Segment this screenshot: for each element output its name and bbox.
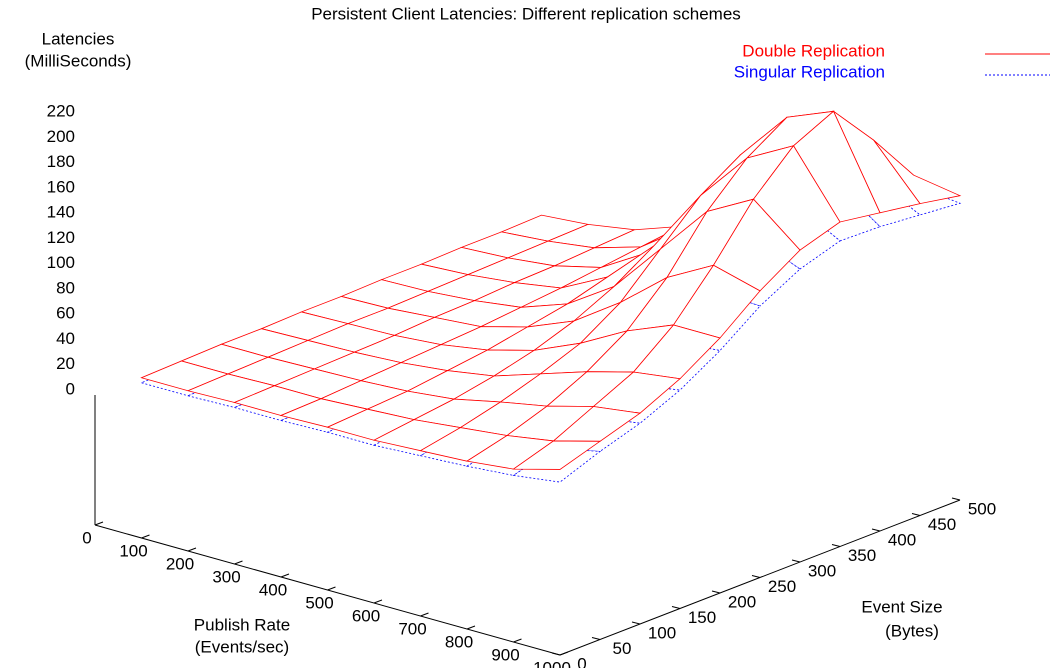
- x-tick-label: 400: [259, 580, 287, 599]
- y-tick-label: 0: [577, 654, 586, 668]
- y-tick: [951, 497, 961, 501]
- x-tick: [373, 599, 383, 604]
- z-tick-label: 220: [47, 101, 75, 120]
- z-axis-label: Latencies: [42, 29, 115, 48]
- z-tick-label: 180: [47, 152, 75, 171]
- z-tick-label: 60: [56, 304, 75, 323]
- surface-cell: [512, 440, 602, 470]
- x-tick: [234, 560, 243, 565]
- y-tick: [711, 590, 721, 594]
- y-tick: [591, 637, 601, 640]
- x-tick-label: 500: [305, 593, 333, 612]
- x-tick-label: 1000: [533, 658, 571, 668]
- y-tick-label: 450: [928, 515, 956, 534]
- y-tick-label: 500: [968, 499, 996, 518]
- y-tick: [911, 513, 921, 516]
- chart-title: Persistent Client Latencies: Different r…: [311, 4, 741, 23]
- z-tick-label: 140: [47, 203, 75, 222]
- x-tick-label: 200: [166, 554, 194, 573]
- y-tick-label: 200: [728, 592, 756, 611]
- x-tick: [94, 521, 104, 526]
- z-tick-label: 40: [56, 329, 75, 348]
- y-tick: [831, 544, 841, 547]
- z-tick-label: 200: [47, 127, 75, 146]
- y-tick: [671, 606, 681, 609]
- legend-label: Singular Replication: [734, 62, 885, 81]
- y-tick-label: 300: [808, 561, 836, 580]
- z-tick-label: 100: [47, 253, 75, 272]
- y-tick-label: 100: [648, 623, 676, 642]
- x-tick: [420, 612, 429, 617]
- y-tick-label: 350: [848, 546, 876, 565]
- z-tick-label: 20: [56, 354, 75, 373]
- y-tick: [751, 575, 761, 578]
- y-axis-label: (Bytes): [885, 621, 939, 640]
- y-tick-label: 250: [768, 577, 796, 596]
- x-tick: [559, 651, 569, 656]
- legend-label: Double Replication: [742, 41, 885, 60]
- y-tick-label: 150: [688, 608, 716, 627]
- z-tick-label: 80: [56, 278, 75, 297]
- x-tick: [141, 534, 150, 539]
- x-tick-label: 600: [352, 606, 380, 625]
- x-tick-label: 700: [398, 619, 426, 638]
- x-axis-label: Publish Rate: [194, 615, 290, 634]
- x-tick-label: 300: [212, 567, 240, 586]
- x-axis-label: (Events/sec): [195, 637, 289, 656]
- y-tick: [551, 652, 561, 656]
- surfaces: [140, 110, 962, 483]
- x-tick: [280, 573, 290, 578]
- y-tick: [871, 528, 881, 532]
- y-tick-label: 50: [613, 639, 632, 658]
- y-tick-label: 400: [888, 530, 916, 549]
- z-axis-label: (MilliSeconds): [25, 51, 132, 70]
- x-tick-label: 100: [119, 541, 147, 560]
- x-tick: [187, 547, 197, 552]
- z-tick-label: 0: [66, 379, 75, 398]
- x-tick: [466, 625, 476, 630]
- y-axis-label: Event Size: [861, 597, 942, 616]
- x-tick-label: 900: [491, 645, 519, 664]
- x-tick-label: 800: [445, 632, 473, 651]
- y-tick: [631, 621, 641, 625]
- x-tick: [327, 586, 336, 591]
- y-tick: [791, 559, 801, 563]
- x-tick-label: 0: [82, 528, 91, 547]
- z-tick-label: 160: [47, 177, 75, 196]
- z-tick-label: 120: [47, 228, 75, 247]
- x-tick: [513, 638, 522, 643]
